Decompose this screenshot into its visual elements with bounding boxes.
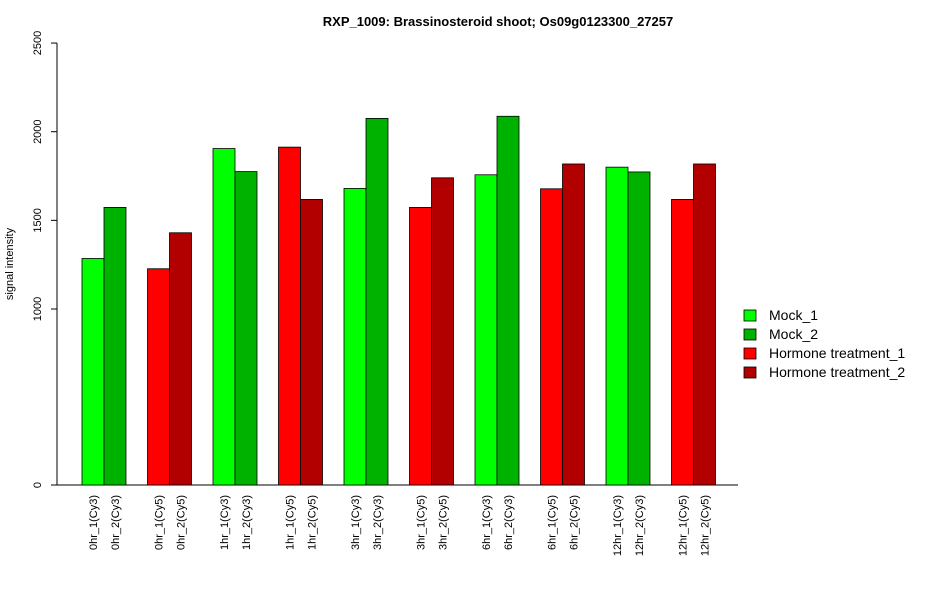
bars (81, 115, 716, 486)
legend-label: Mock_2 (769, 326, 818, 342)
legend-label: Mock_1 (769, 307, 818, 323)
legend-swatch (743, 366, 757, 379)
y-tick-label: 1500 (32, 208, 44, 232)
y-axis: 0 1000 1500 2000 2500 (32, 31, 58, 488)
bar (605, 166, 629, 486)
category-label: 1hr_2(Cy5) (307, 495, 319, 550)
chart-title: RXP_1009: Brassinosteroid shoot; Os09g01… (323, 14, 673, 29)
bar (103, 207, 127, 486)
bar (278, 146, 301, 486)
bar (147, 268, 170, 486)
category-label: 3hr_2(Cy3) (372, 495, 384, 550)
bar (300, 199, 323, 486)
category-label: 3hr_1(Cy3) (350, 495, 362, 550)
y-tick-label: 2500 (32, 31, 44, 55)
legend-swatch (743, 328, 757, 341)
category-label: 6hr_2(Cy5) (569, 495, 581, 550)
bar (343, 188, 367, 486)
bar (562, 163, 585, 486)
bar (212, 148, 236, 486)
y-axis-label: signal intensity (4, 227, 16, 300)
category-label: 1hr_1(Cy5) (285, 495, 297, 550)
category-label: 3hr_1(Cy5) (416, 495, 428, 550)
bar (693, 163, 716, 486)
y-tick-label: 2000 (32, 119, 44, 143)
bar (409, 207, 432, 486)
bar (431, 177, 454, 486)
category-label: 1hr_2(Cy3) (241, 495, 253, 550)
category-label: 12hr_2(Cy3) (634, 495, 646, 556)
legend-swatch (743, 309, 757, 322)
legend-swatch (743, 347, 757, 360)
category-label: 0hr_1(Cy3) (88, 495, 100, 550)
category-label: 6hr_1(Cy5) (547, 495, 559, 550)
bar (540, 188, 563, 486)
category-labels: 0hr_1(Cy3) 0hr_2(Cy3) 0hr_1(Cy5) 0hr_2(Cy5)… (88, 495, 712, 556)
bar (496, 115, 520, 486)
bar (627, 171, 651, 486)
bar (169, 232, 192, 486)
bar (234, 171, 258, 486)
y-tick-label: 1000 (32, 297, 44, 321)
category-label: 0hr_2(Cy3) (110, 495, 122, 550)
category-label: 12hr_2(Cy5) (700, 495, 712, 556)
category-label: 1hr_1(Cy3) (219, 495, 231, 550)
category-label: 6hr_1(Cy3) (481, 495, 493, 550)
bar (474, 174, 498, 486)
category-label: 6hr_2(Cy3) (503, 495, 515, 550)
category-label: 0hr_1(Cy5) (154, 495, 166, 550)
bar (81, 258, 105, 486)
category-label: 3hr_2(Cy5) (438, 495, 450, 550)
legend-label: Hormone treatment_2 (769, 364, 905, 380)
bar (365, 118, 389, 486)
y-tick-label: 0 (32, 482, 44, 488)
legend: Mock_1 Mock_2 Hormone treatment_1 Hormone t… (743, 307, 905, 380)
category-label: 12hr_1(Cy5) (678, 495, 690, 556)
category-label: 12hr_1(Cy3) (612, 495, 624, 556)
category-label: 0hr_2(Cy5) (176, 495, 188, 550)
legend-label: Hormone treatment_1 (769, 345, 905, 361)
bar (671, 199, 694, 486)
